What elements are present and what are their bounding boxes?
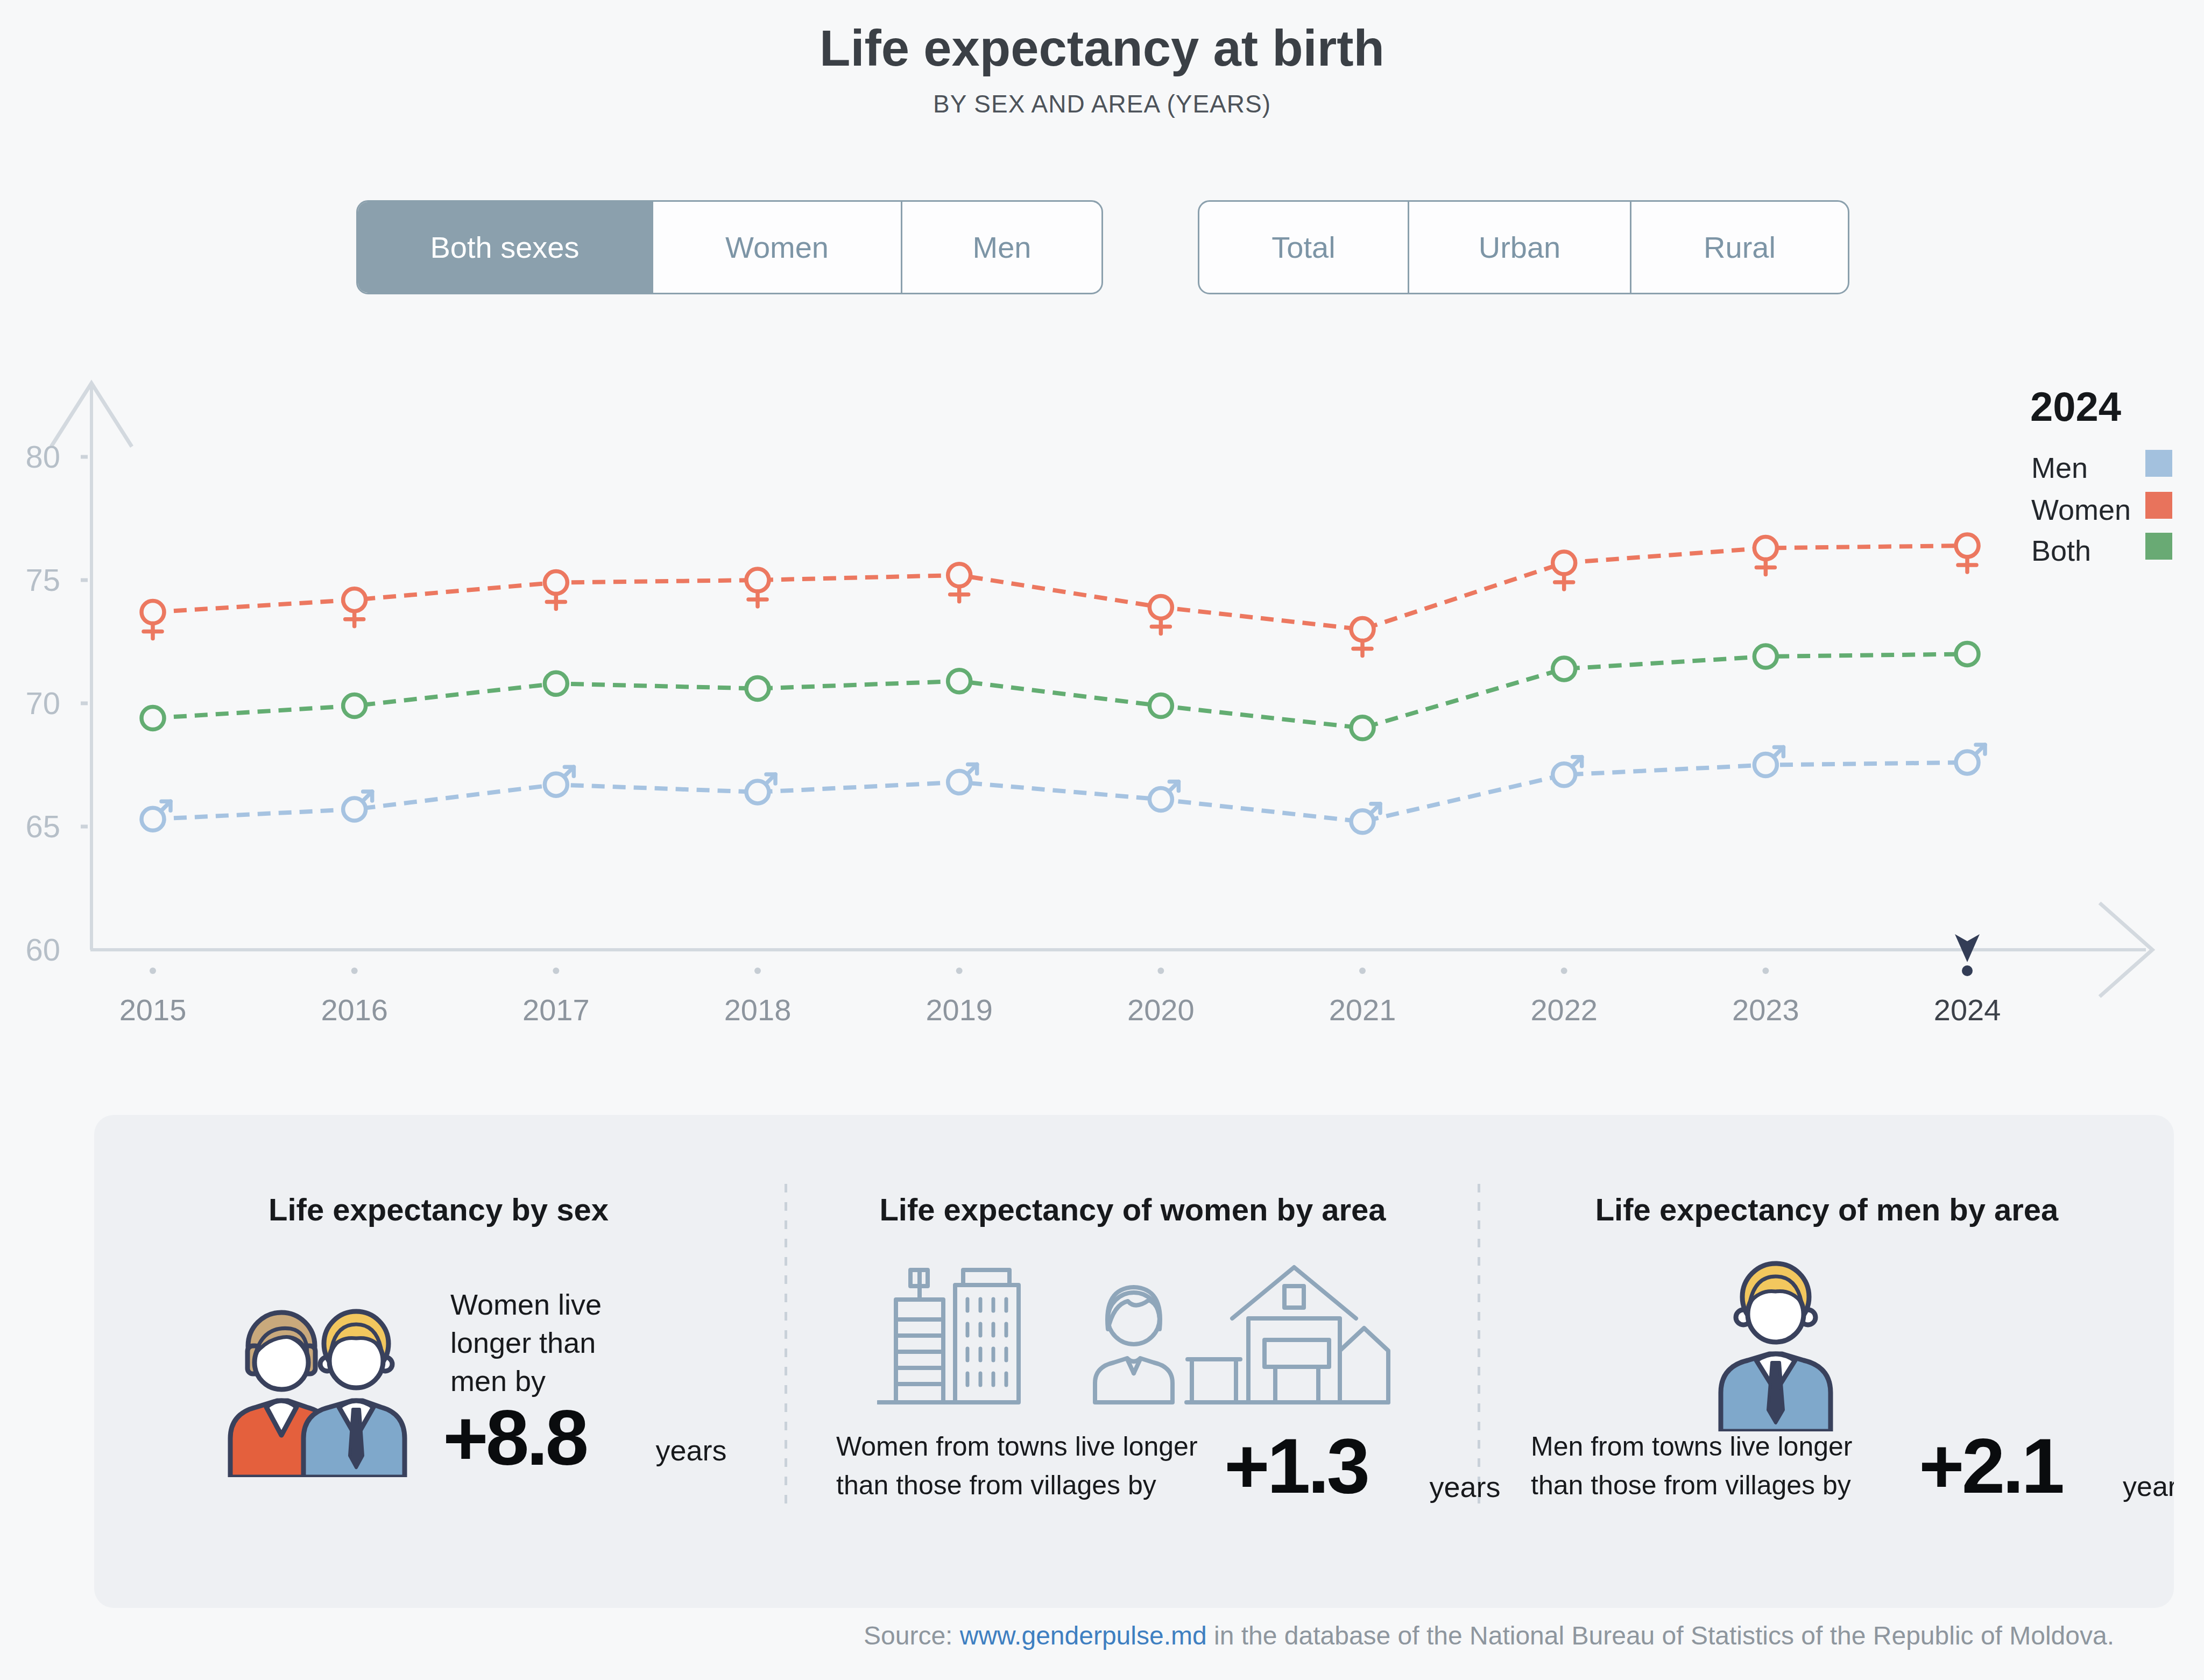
- stat-text-sex: Women live longer than men by: [450, 1286, 633, 1400]
- x-tick-label: 2015: [119, 993, 187, 1027]
- legend-label: Men: [2031, 451, 2088, 484]
- stat-value-men-area: +2.1: [1919, 1427, 2062, 1505]
- x-tick-label: 2020: [1127, 993, 1195, 1027]
- source-suffix: in the database of the National Bureau o…: [1214, 1621, 2114, 1650]
- y-tick-label: 60: [25, 932, 60, 967]
- y-tick-label: 65: [25, 809, 60, 844]
- y-tick-label: 70: [25, 686, 60, 721]
- y-tick-label: 75: [25, 562, 60, 597]
- legend-item-women: Women: [2029, 493, 2172, 523]
- x-tick-label: 2022: [1530, 993, 1598, 1027]
- x-tick-label: 2016: [321, 993, 388, 1027]
- stat-text-men-area: Men from towns live longer than those fr…: [1531, 1427, 1852, 1505]
- separator: [785, 1184, 787, 1507]
- legend-swatch: [2145, 450, 2172, 477]
- legend-swatch: [2145, 533, 2172, 560]
- stat-heading-women-area: Life expectancy of women by area: [864, 1191, 1402, 1227]
- legend-year: 2024: [2030, 383, 2121, 430]
- legend-label: Women: [2031, 493, 2131, 526]
- legend-label: Both: [2031, 534, 2091, 567]
- x-tick-label: 2021: [1329, 993, 1396, 1027]
- stats-panel: Life expectancy by sex Women live longer…: [94, 1115, 2174, 1608]
- legend-swatch: [2145, 492, 2172, 519]
- stat-unit-women-area: years: [1429, 1470, 1501, 1503]
- stat-value-women-area: +1.3: [1224, 1427, 1367, 1505]
- stat-heading-men-area: Life expectancy of men by area: [1558, 1191, 2096, 1227]
- town-woman-house-icons: [877, 1254, 1391, 1404]
- x-tick-label: 2023: [1732, 993, 1799, 1027]
- source-link[interactable]: www.genderpulse.md: [960, 1621, 1207, 1650]
- stat-unit-sex: years: [655, 1434, 727, 1467]
- stat-unit-men-area: years: [2123, 1470, 2174, 1502]
- x-tick-label: 2024: [1934, 993, 2001, 1027]
- man-icon: [1711, 1248, 1840, 1431]
- stat-text-women-area: Women from towns live longer than those …: [836, 1427, 1198, 1505]
- source-note: Source: www.genderpulse.md in the databa…: [864, 1621, 2114, 1650]
- stat-heading-sex: Life expectancy by sex: [169, 1191, 708, 1227]
- source-prefix: Source:: [864, 1621, 952, 1650]
- legend-item-men: Men: [2029, 451, 2172, 481]
- series-both: [142, 643, 1979, 739]
- x-tick-label: 2017: [522, 993, 590, 1027]
- y-tick-label: 80: [25, 439, 60, 474]
- stat-value-sex: +8.8: [443, 1399, 586, 1477]
- x-tick-label: 2019: [926, 993, 993, 1027]
- life-expectancy-chart: 60 65 70 75 80 2015 2016 2017 2018 2019 2020 2021 20…: [0, 0, 2204, 1103]
- woman-and-man-icon: [221, 1294, 414, 1477]
- series-women: [142, 534, 1979, 656]
- x-tick-label: 2018: [724, 993, 792, 1027]
- separator: [1478, 1184, 1480, 1507]
- series-men: [142, 745, 1985, 833]
- legend-item-both: Both: [2029, 534, 2172, 564]
